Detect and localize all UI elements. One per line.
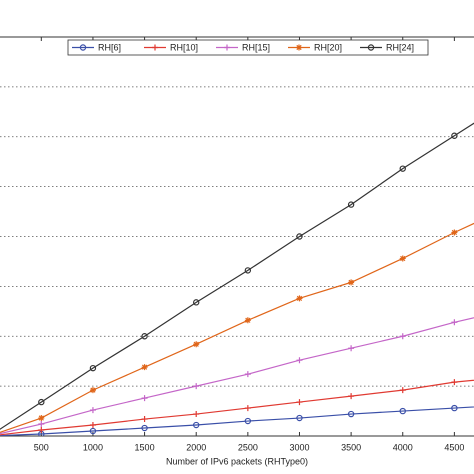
marker (296, 399, 303, 406)
marker (399, 255, 406, 262)
marker (451, 229, 458, 236)
x-tick-label: 1500 (135, 442, 155, 452)
marker (193, 341, 200, 348)
marker (193, 421, 200, 429)
marker (347, 201, 355, 208)
marker (451, 404, 458, 412)
marker (348, 345, 355, 352)
series-line (0, 317, 474, 435)
marker (296, 233, 303, 240)
legend-label: RH[6] (98, 42, 121, 52)
marker (193, 383, 200, 390)
plot-area (0, 122, 474, 436)
series-line (0, 222, 474, 434)
marker (89, 364, 97, 372)
marker (367, 44, 375, 51)
legend-label: RH[20] (314, 42, 342, 52)
marker (141, 333, 148, 340)
marker (399, 407, 406, 415)
marker (296, 295, 303, 302)
marker (141, 395, 148, 402)
x-tick-label: 4500 (444, 442, 464, 452)
marker (193, 411, 200, 418)
marker (399, 387, 406, 394)
marker (399, 165, 406, 172)
marker (348, 393, 355, 400)
x-axis-label: Number of IPv6 packets (RHType0) (166, 456, 308, 466)
marker (89, 407, 96, 414)
marker (224, 44, 230, 51)
x-tick-label: 2500 (238, 442, 258, 452)
marker (244, 371, 251, 378)
marker (141, 364, 148, 371)
x-tick-label: 500 (34, 442, 49, 452)
x-tick-label: 2000 (186, 442, 206, 452)
legend-label: RH[15] (242, 42, 270, 52)
marker (244, 317, 251, 324)
legend-label: RH[10] (170, 42, 198, 52)
marker (89, 387, 96, 394)
marker (38, 421, 45, 428)
legend-box (67, 39, 429, 56)
marker (38, 427, 45, 434)
marker (141, 416, 148, 423)
marker (244, 267, 252, 274)
marker (347, 410, 355, 418)
marker (399, 333, 406, 340)
marker (152, 44, 158, 51)
marker (38, 398, 45, 406)
marker (79, 44, 87, 51)
marker (244, 417, 252, 425)
marker (244, 405, 251, 412)
marker (451, 379, 458, 386)
marker (451, 319, 458, 326)
x-tick-label: 3000 (289, 442, 309, 452)
x-tick-label: 3500 (341, 442, 361, 452)
marker (141, 424, 148, 432)
legend-label: RH[24] (386, 42, 414, 52)
marker (348, 279, 355, 286)
x-tick-label: 4000 (393, 442, 413, 452)
marker (89, 422, 96, 429)
marker (296, 44, 302, 51)
series-line (0, 122, 474, 430)
marker (38, 415, 45, 422)
series-line (0, 406, 474, 436)
marker (296, 357, 303, 364)
marker (296, 414, 303, 422)
marker (89, 427, 97, 435)
x-tick-label: 1000 (83, 442, 103, 452)
marker (193, 299, 200, 306)
marker (451, 132, 458, 139)
